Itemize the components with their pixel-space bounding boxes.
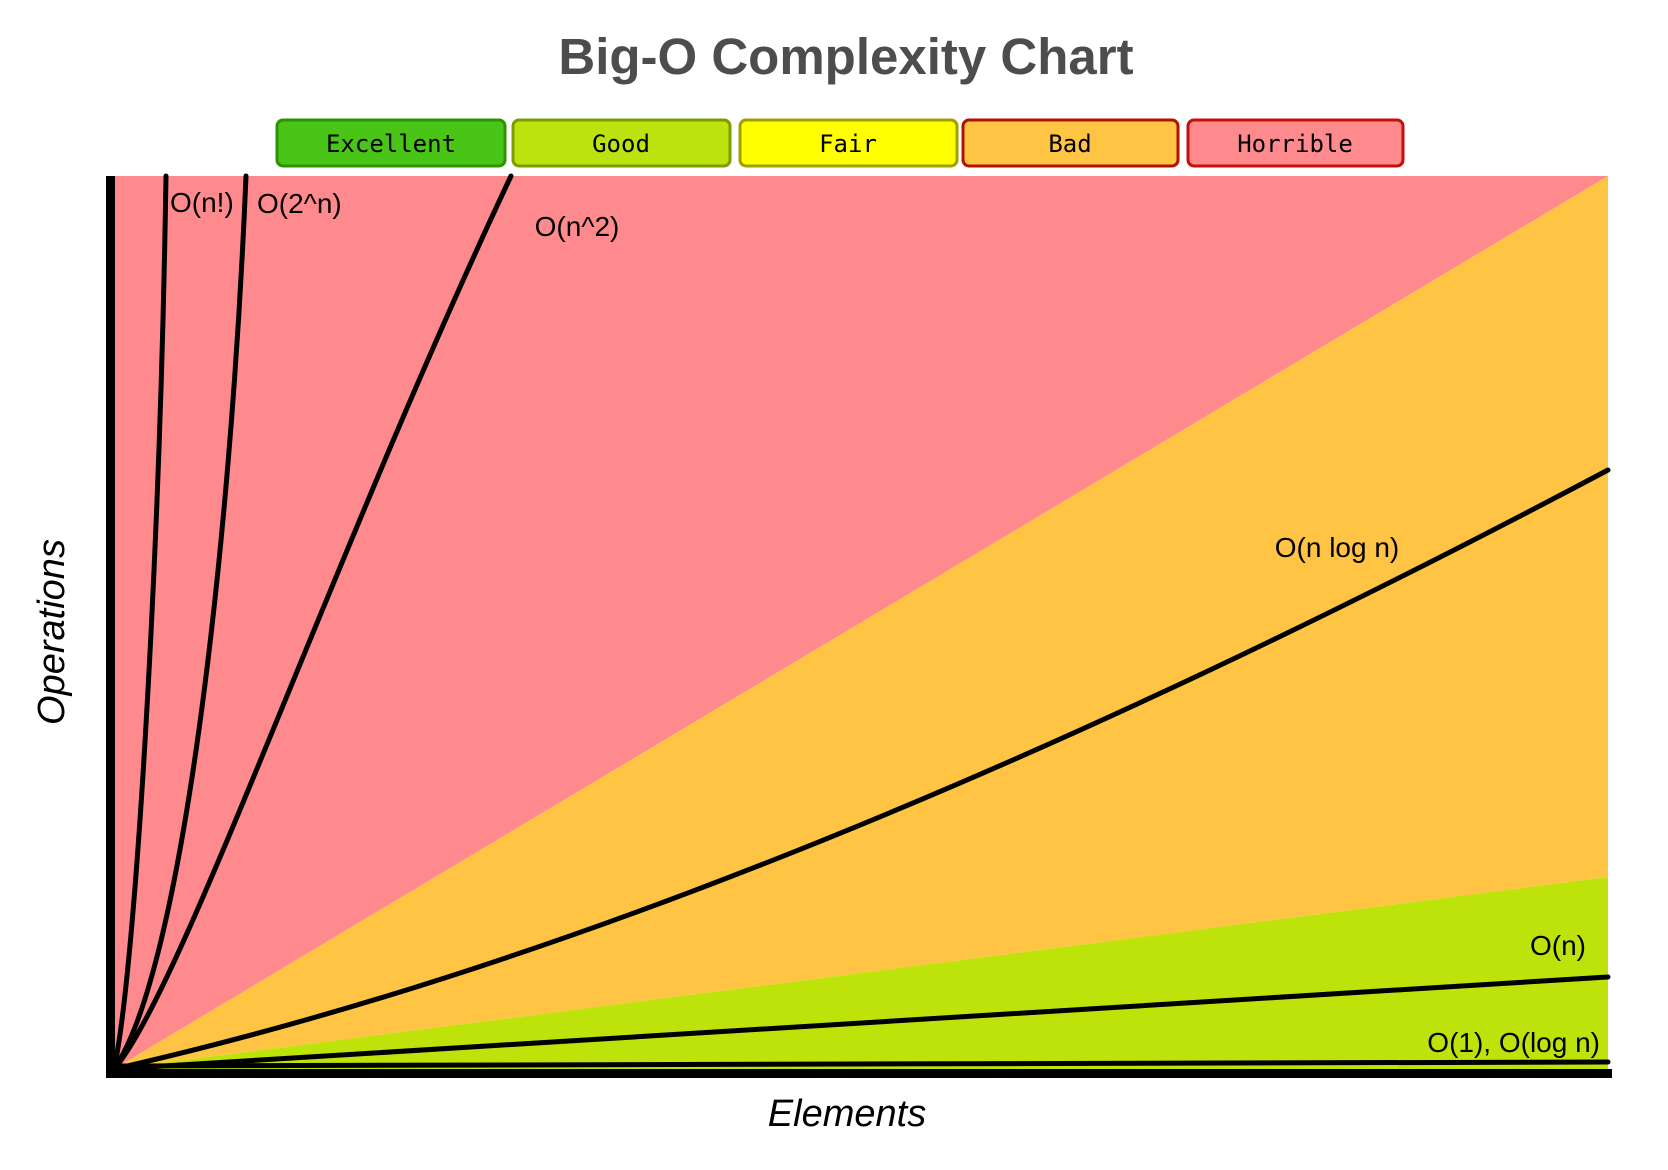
y-axis-label: Operations (31, 539, 73, 725)
curve-n-log-n (111, 467, 1611, 1072)
legend-label-horrible: Horrible (1237, 130, 1353, 158)
curve-n-squared (111, 173, 514, 1072)
y-axis-line (106, 176, 115, 1078)
label-n-squared: O(n^2) (535, 211, 620, 242)
curve-constant-and-log-n (111, 1059, 1611, 1069)
label-n-factorial: O(n!) (170, 187, 234, 218)
legend-item-good: Good (511, 118, 732, 168)
plot-curves (111, 173, 1611, 1072)
x-axis-line (106, 1069, 1612, 1078)
legend-label-bad: Bad (1048, 130, 1091, 158)
legend-swatch-excellent (275, 118, 507, 168)
legend-swatch-bad (961, 118, 1180, 168)
curve-n (111, 974, 1611, 1072)
legend-item-horrible: Horrible (1186, 118, 1405, 168)
region-good (114, 877, 1608, 1069)
curve-n-factorial (111, 173, 169, 1072)
label-constant-and-log-n: O(1), O(log n) (1427, 1027, 1600, 1058)
legend-swatch-good (511, 118, 732, 168)
label-n-log-n: O(n log n) (1275, 532, 1400, 563)
legend-label-good: Good (592, 130, 650, 158)
curve-2-pow-n (111, 173, 249, 1072)
legend: Excellent Good Fair Bad Horrible (275, 118, 1405, 168)
region-bad (114, 176, 1608, 1069)
curve-labels: O(n!) O(2^n) O(n^2) O(n log n) O(n) O(1)… (170, 187, 1600, 1058)
legend-swatch-horrible (1186, 118, 1405, 168)
legend-label-excellent: Excellent (326, 130, 456, 158)
legend-swatch-fair (738, 118, 959, 168)
label-n: O(n) (1530, 930, 1586, 961)
axes: Operations Elements (31, 176, 1612, 1135)
legend-label-fair: Fair (819, 130, 877, 158)
legend-item-fair: Fair (738, 118, 959, 168)
label-2-pow-n: O(2^n) (257, 188, 342, 219)
legend-item-bad: Bad (961, 118, 1180, 168)
chart-title: Big-O Complexity Chart (558, 28, 1133, 85)
plot-regions (114, 176, 1608, 1069)
legend-item-excellent: Excellent (275, 118, 507, 168)
x-axis-label: Elements (768, 1093, 926, 1135)
